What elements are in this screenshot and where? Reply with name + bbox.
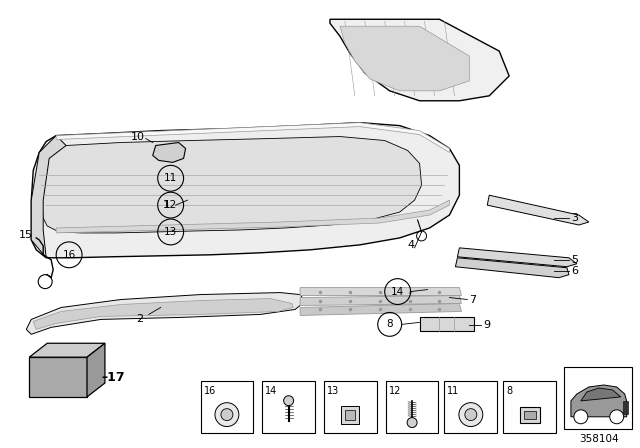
FancyBboxPatch shape	[341, 406, 359, 423]
Text: 4: 4	[408, 240, 415, 250]
Text: 10: 10	[131, 132, 145, 142]
Circle shape	[459, 403, 483, 426]
Polygon shape	[31, 136, 66, 258]
Text: 15: 15	[19, 230, 33, 240]
Text: 3: 3	[571, 213, 578, 223]
Text: 12: 12	[388, 386, 401, 396]
Polygon shape	[300, 296, 461, 306]
FancyBboxPatch shape	[346, 409, 355, 420]
Polygon shape	[300, 288, 461, 296]
Polygon shape	[458, 248, 577, 267]
Polygon shape	[487, 195, 589, 225]
Text: 7: 7	[469, 294, 476, 305]
Text: 16: 16	[204, 386, 216, 396]
FancyBboxPatch shape	[444, 381, 497, 433]
Text: 12: 12	[164, 200, 177, 210]
FancyBboxPatch shape	[262, 381, 315, 433]
Polygon shape	[623, 401, 628, 414]
Polygon shape	[581, 388, 621, 401]
FancyBboxPatch shape	[564, 367, 632, 429]
Text: 14: 14	[391, 287, 404, 297]
Polygon shape	[420, 318, 474, 332]
Circle shape	[610, 410, 623, 424]
Polygon shape	[340, 26, 469, 91]
Polygon shape	[33, 298, 293, 329]
Polygon shape	[56, 123, 449, 152]
Circle shape	[574, 410, 588, 424]
Circle shape	[284, 396, 294, 406]
Polygon shape	[300, 303, 461, 315]
Text: 9: 9	[483, 320, 490, 330]
FancyBboxPatch shape	[524, 411, 536, 418]
FancyBboxPatch shape	[503, 381, 556, 433]
Polygon shape	[571, 385, 627, 417]
Polygon shape	[29, 357, 87, 397]
Text: 11: 11	[447, 386, 460, 396]
Text: 8: 8	[506, 386, 512, 396]
Circle shape	[215, 403, 239, 426]
Text: 2: 2	[136, 314, 143, 324]
Text: 8: 8	[387, 319, 393, 329]
FancyBboxPatch shape	[520, 407, 540, 422]
Polygon shape	[153, 142, 186, 162]
Polygon shape	[26, 293, 305, 334]
FancyBboxPatch shape	[386, 381, 438, 433]
Text: 6: 6	[571, 266, 578, 276]
Polygon shape	[87, 343, 105, 397]
Text: 1: 1	[163, 200, 170, 210]
Text: 14: 14	[265, 386, 278, 396]
Polygon shape	[41, 137, 422, 233]
Text: 5: 5	[571, 255, 578, 265]
Polygon shape	[56, 200, 449, 233]
Polygon shape	[456, 258, 569, 278]
Text: 13: 13	[327, 386, 339, 396]
Text: 358104: 358104	[579, 434, 618, 444]
FancyBboxPatch shape	[324, 381, 377, 433]
Text: 11: 11	[164, 173, 177, 183]
FancyBboxPatch shape	[200, 381, 253, 433]
Text: 13: 13	[164, 227, 177, 237]
Polygon shape	[31, 123, 460, 258]
Circle shape	[407, 418, 417, 427]
Polygon shape	[330, 19, 509, 101]
Circle shape	[221, 409, 233, 421]
Text: –17: –17	[101, 370, 125, 383]
Text: 16: 16	[63, 250, 76, 260]
Circle shape	[465, 409, 477, 421]
Polygon shape	[29, 343, 105, 357]
